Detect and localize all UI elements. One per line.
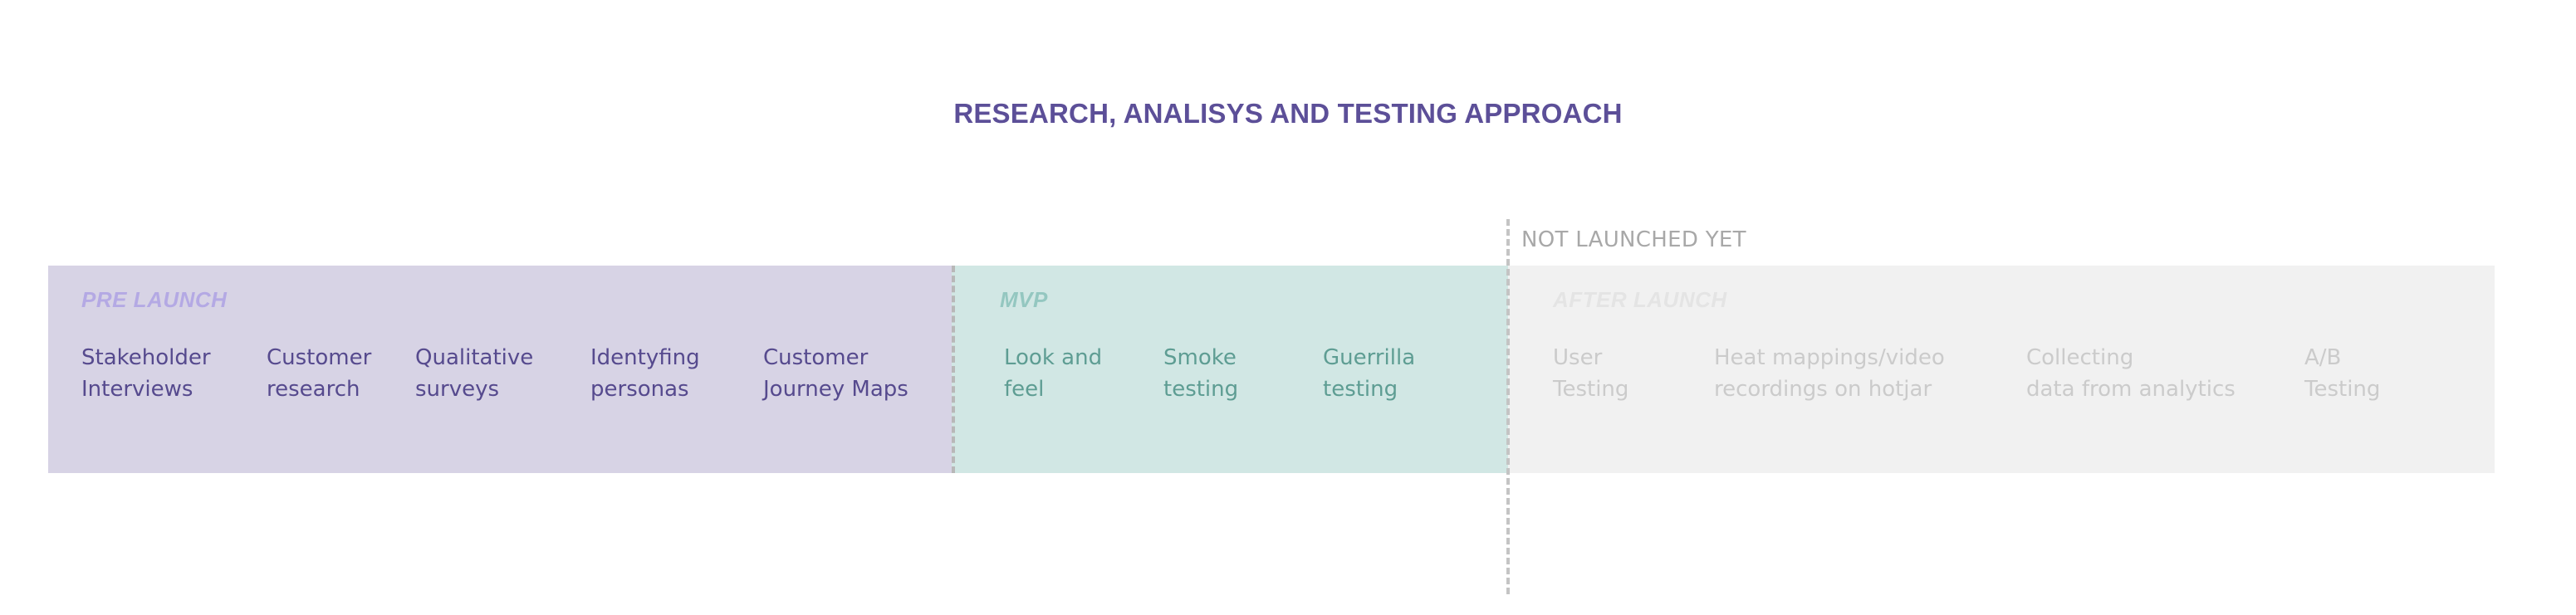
pre-launch-band [48, 266, 952, 473]
mvp-item-guerrilla-testing: Guerrilla testing [1323, 345, 1416, 402]
after-launch-label: AFTER LAUNCH [1553, 287, 1727, 312]
not-launched-yet-label: NOT LAUNCHED YET [1521, 227, 1746, 252]
mvp-band [952, 266, 1508, 473]
pre-launch-item-customer-journey-maps: Customer Journey Maps [763, 345, 908, 402]
diagram-title: RESEARCH, ANALISYS AND TESTING APPROACH [953, 98, 1623, 129]
pre-launch-item-qualitative-surveys: Qualitative surveys [415, 345, 534, 402]
mvp-label: MVP [1000, 287, 1048, 312]
pre-launch-label: PRE LAUNCH [81, 287, 228, 312]
after-launch-item-heat-mappings: Heat mappings/video recordings on hotjar [1714, 345, 1945, 402]
mvp-item-look-and-feel: Look and feel [1004, 345, 1103, 402]
pre-launch-item-identifying-personas: Identyfing personas [590, 345, 700, 402]
pre-launch-item-stakeholder-interviews: Stakeholder Interviews [81, 345, 211, 402]
pre-launch-item-customer-research: Customer research [267, 345, 372, 402]
pre-launch-mvp-divider [952, 266, 955, 473]
mvp-item-smoke-testing: Smoke testing [1163, 345, 1239, 402]
after-launch-band [1508, 266, 2495, 473]
after-launch-item-collecting-analytics: Collecting data from analytics [2026, 345, 2236, 402]
after-launch-item-ab-testing: A/B Testing [2304, 345, 2381, 402]
after-launch-item-user-testing: User Testing [1553, 345, 1629, 402]
launch-marker-line [1506, 219, 1510, 594]
